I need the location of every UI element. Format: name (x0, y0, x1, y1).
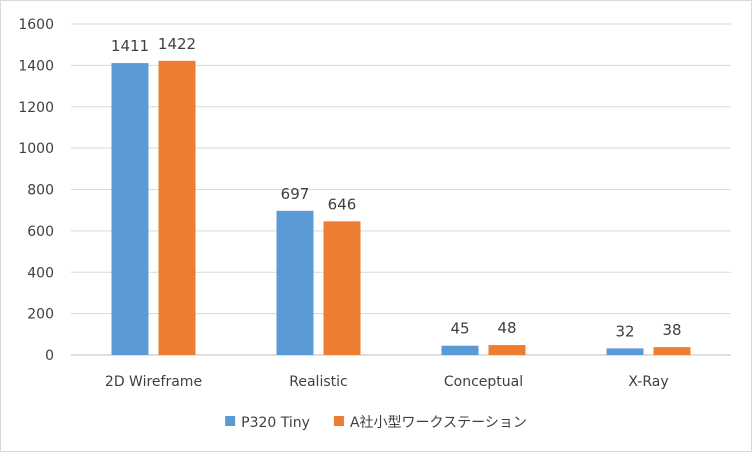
x-category-label: 2D Wireframe (105, 374, 202, 390)
bar (606, 348, 644, 355)
data-label: 646 (328, 195, 357, 213)
bars (111, 60, 691, 356)
y-tick-label: 200 (27, 307, 54, 323)
data-label: 1422 (158, 35, 196, 53)
bar (276, 210, 314, 355)
bar (323, 221, 361, 355)
data-label: 697 (281, 185, 310, 203)
data-label: 45 (450, 320, 469, 338)
data-label: 1411 (111, 37, 149, 55)
x-category-label: X-Ray (628, 374, 668, 390)
data-label: 32 (615, 322, 634, 340)
x-axis-categories: 2D Wireframe Realistic Conceptual X-Ray (105, 374, 669, 390)
y-tick-label: 0 (45, 348, 54, 364)
y-tick-label: 1600 (18, 17, 54, 33)
legend-swatch (333, 416, 344, 426)
bar (111, 63, 149, 356)
bar (441, 345, 479, 355)
legend-swatch (225, 416, 236, 426)
data-labels: 1411 1422 697 646 45 48 32 38 (111, 35, 682, 341)
legend-label: A社小型ワークステーション (350, 415, 527, 431)
y-tick-label: 1400 (18, 58, 54, 74)
bar (158, 60, 196, 355)
y-tick-label: 1000 (18, 141, 54, 157)
bar (653, 347, 691, 355)
x-category-label: Realistic (289, 374, 347, 390)
data-label: 38 (662, 321, 681, 339)
legend-label: P320 Tiny (241, 415, 310, 431)
y-tick-label: 800 (27, 183, 54, 199)
data-label: 48 (497, 319, 516, 337)
y-tick-label: 1200 (18, 100, 54, 116)
x-category-label: Conceptual (444, 374, 523, 390)
bar (488, 345, 526, 355)
legend: P320 Tiny A社小型ワークステーション (225, 415, 527, 431)
y-tick-label: 600 (27, 224, 54, 240)
y-tick-label: 400 (27, 265, 54, 281)
y-axis-ticks: 0 200 400 600 800 1000 1200 1400 1600 (18, 17, 54, 364)
